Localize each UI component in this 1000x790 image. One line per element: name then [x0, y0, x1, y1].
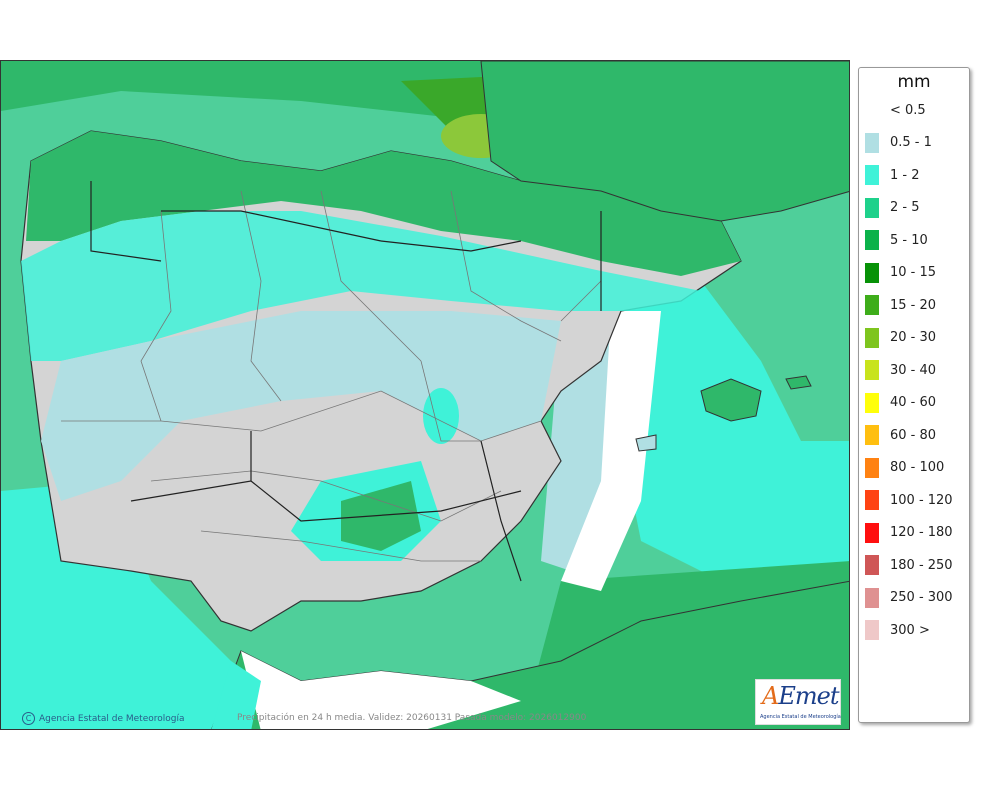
balearic-band: [621, 281, 849, 581]
map-caption: Precipitación en 24 h media. Validez: 20…: [237, 713, 587, 723]
legend-item: 2 - 5: [865, 197, 920, 218]
legend-label: 1 - 2: [890, 167, 920, 183]
legend-swatch: [865, 100, 879, 120]
legend-label: 15 - 20: [890, 297, 937, 313]
admin-borders: [61, 190, 602, 562]
legend-item: 180 - 250: [865, 555, 953, 575]
morocco-dry-area: [241, 651, 521, 729]
legend-item: 10 - 15: [865, 262, 937, 283]
region-borders: [90, 181, 602, 582]
cantabrian-rain: [26, 131, 741, 276]
dry-sea-area: [561, 311, 661, 591]
legend-item: 5 - 10: [865, 230, 928, 250]
legend-swatch: [865, 132, 879, 153]
legend-swatch: [865, 490, 879, 510]
legend-label: 40 - 60: [890, 395, 937, 410]
menorca: [785, 375, 812, 390]
legend-item: 1 - 2: [865, 165, 920, 185]
legend-swatch: [865, 457, 879, 478]
legend-label: 180 - 250: [890, 557, 953, 573]
map-canvas: [1, 61, 849, 729]
legend-label: 10 - 15: [890, 265, 937, 280]
strait-rain: [211, 661, 261, 729]
legend-label: 300 >: [890, 622, 930, 638]
legend-label: 5 - 10: [890, 232, 928, 248]
legend-swatch: [865, 230, 879, 250]
legend-item: 100 - 120: [865, 490, 953, 510]
legend-swatch: [865, 620, 879, 640]
logo-subtitle: Agencia Estatal de Meteorología: [760, 714, 841, 720]
legend-swatch: [865, 327, 879, 348]
credit-text: Agencia Estatal de Meteorología: [39, 713, 185, 724]
legend-item: 20 - 30: [865, 327, 937, 348]
legend-item: 300 >: [865, 620, 930, 640]
legend-label: 60 - 80: [890, 427, 937, 443]
logo-wordmark: AEmet: [762, 682, 839, 710]
legend-label: 20 - 30: [890, 330, 937, 345]
legend-label: 30 - 40: [890, 362, 937, 378]
copyright-icon: C: [22, 712, 35, 725]
ibiza: [635, 434, 657, 452]
sierra-nevada-rain: [341, 481, 421, 551]
legend-item: 0.5 - 1: [865, 132, 932, 153]
legend-item: 30 - 40: [865, 360, 936, 380]
northern-plateau-rain: [21, 211, 701, 361]
legend-swatch: [865, 360, 879, 380]
legend-item: 15 - 20: [865, 295, 936, 315]
legend-item: 120 - 180: [865, 522, 953, 543]
legend-label: 250 - 300: [890, 590, 953, 605]
legend-item: 250 - 300: [865, 587, 953, 608]
legend-swatch: [865, 522, 879, 543]
legend-swatch: [865, 392, 879, 413]
precipitation-map[interactable]: [0, 60, 850, 730]
legend-swatch: [865, 587, 879, 608]
agency-credit: C Agencia Estatal de Meteorología: [22, 712, 185, 725]
legend-swatch: [865, 165, 879, 185]
legend-label: 100 - 120: [890, 492, 953, 508]
legend-label: 80 - 100: [890, 460, 945, 475]
legend-swatch: [865, 425, 879, 445]
legend-swatch: [865, 555, 879, 575]
aemet-logo: AEmet Agencia Estatal de Meteorología: [755, 679, 841, 725]
legend-label: 120 - 180: [890, 525, 953, 540]
legend-item: < 0.5: [865, 100, 926, 120]
central-light-rain: [41, 311, 561, 501]
legend-label: 0.5 - 1: [890, 135, 932, 150]
legend-swatch: [865, 197, 879, 218]
mallorca: [700, 378, 762, 422]
legend-label: < 0.5: [890, 102, 926, 118]
legend-swatch: [865, 295, 879, 315]
legend-item: 80 - 100: [865, 457, 945, 478]
precipitation-legend: mm < 0.5 0.5 - 1 1 - 2 2 - 5 5 - 10 10 - 15 15…: [858, 67, 970, 723]
legend-title: mm: [897, 72, 931, 92]
legend-item: 60 - 80: [865, 425, 936, 445]
legend-item: 40 - 60: [865, 392, 937, 413]
legend-swatch: [865, 262, 879, 283]
central-rain-cell: [423, 388, 459, 444]
legend-label: 2 - 5: [890, 200, 920, 215]
southern-france: [480, 61, 849, 222]
